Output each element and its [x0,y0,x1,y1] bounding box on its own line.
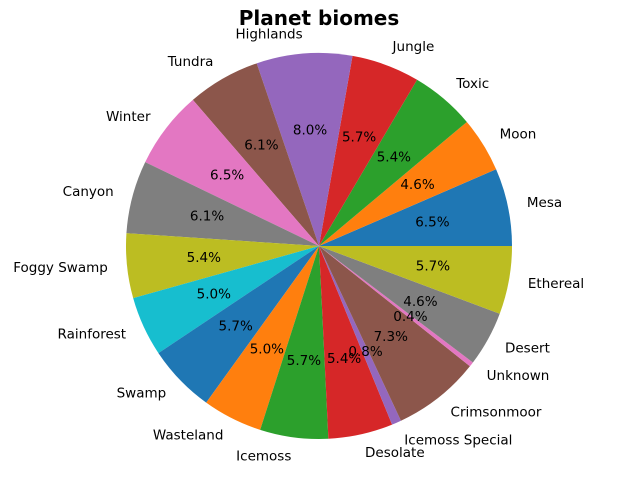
percent-label-mesa: 6.5% [415,214,449,230]
percent-label-foggy-swamp: 5.4% [187,250,221,266]
category-label-icemoss-special: Icemoss Special [404,432,512,448]
percent-label-jungle: 5.7% [342,129,376,145]
percent-label-desolate: 5.4% [327,351,361,367]
pie-slice-desolate [319,246,393,439]
pie-slice-ethereal [319,246,512,314]
category-label-desert: Desert [505,340,550,356]
pie-slice-highlands [256,52,353,246]
pie-slice-wasteland [206,246,319,430]
pie-slice-unknown [319,246,473,367]
category-label-ethereal: Ethereal [528,276,584,292]
category-label-crimsonmoor: Crimsonmoor [451,405,542,421]
pie-slice-tundra [192,63,319,247]
category-label-tundra: Tundra [167,54,214,70]
percent-label-highlands: 8.0% [293,123,327,139]
category-label-unknown: Unknown [487,368,550,384]
category-label-toxic: Toxic [455,76,489,92]
pie-slice-desert [319,246,500,363]
percent-label-desert: 4.6% [403,294,437,310]
category-label-canyon: Canyon [63,184,114,200]
pie-slice-canyon [126,162,319,246]
pie-slices [126,52,512,440]
percent-label-tundra: 6.1% [244,138,278,154]
category-labels: Mesa Moon Toxic Jungle Highlands Tundra Winter… [13,26,584,464]
percent-label-swamp: 5.7% [218,318,252,334]
category-label-desolate: Desolate [365,445,425,461]
pie-slice-winter [145,99,319,246]
percent-label-rainforest: 5.0% [197,286,231,302]
percent-label-winter: 6.5% [210,168,244,184]
pie-slice-icemoss [260,246,329,440]
pie-slice-crimsonmoor [319,246,470,421]
percent-label-icemoss: 5.7% [287,353,321,369]
category-label-jungle: Jungle [392,39,435,55]
category-label-wasteland: Wasteland [153,428,224,444]
percent-label-unknown: 0.4% [393,309,427,325]
pie-slice-icemoss-special [319,246,401,425]
percent-label-crimsonmoor: 7.3% [374,329,408,345]
percent-labels: 6.5%4.6%5.4%5.7%8.0%6.1%6.5%6.1%5.4%5.0%… [187,123,451,369]
pie-slice-toxic [319,79,467,246]
category-label-icemoss: Icemoss [236,448,291,464]
category-label-foggy-swamp: Foggy Swamp [13,260,108,276]
pie-slice-swamp [158,246,319,403]
chart-title: Planet biomes [239,6,400,30]
category-label-highlands: Highlands [235,26,302,42]
pie-slice-jungle [319,55,418,247]
pie-slice-mesa [319,169,512,246]
percent-label-icemoss-special: 0.8% [348,344,382,360]
category-label-swamp: Swamp [117,385,167,401]
pie-slice-moon [319,121,497,246]
percent-label-ethereal: 5.7% [416,259,450,275]
category-label-mesa: Mesa [527,195,562,211]
category-label-moon: Moon [500,126,537,142]
category-label-rainforest: Rainforest [58,327,127,343]
percent-label-canyon: 6.1% [190,208,224,224]
pie-slice-rainforest [133,246,319,354]
percent-label-moon: 4.6% [400,177,434,193]
percent-label-toxic: 5.4% [377,150,411,166]
pie-slice-foggy-swamp [126,233,319,299]
category-label-winter: Winter [106,109,151,125]
percent-label-wasteland: 5.0% [250,341,284,357]
